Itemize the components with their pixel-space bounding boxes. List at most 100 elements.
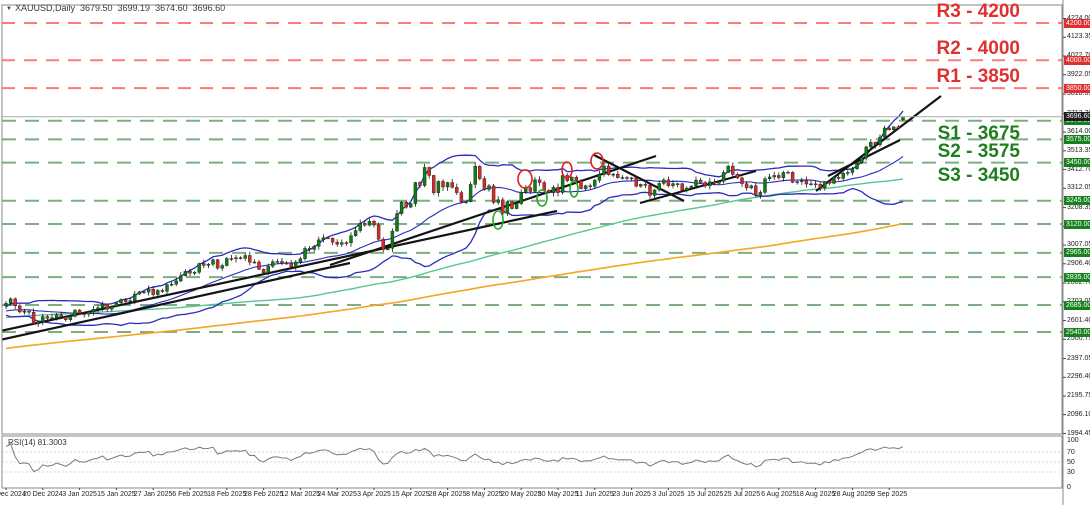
candle-body bbox=[836, 176, 841, 179]
candle-body bbox=[238, 257, 243, 259]
candle-body bbox=[795, 181, 799, 183]
date-tick-label: 24 Mar 2025 bbox=[317, 491, 357, 498]
candle-body bbox=[671, 183, 675, 186]
candle-body bbox=[41, 316, 45, 323]
candle-body bbox=[137, 291, 142, 295]
candle-body bbox=[335, 242, 339, 245]
candle-body bbox=[873, 142, 878, 145]
candle-body bbox=[96, 307, 100, 310]
candle-body bbox=[427, 167, 431, 176]
red-ellipse-annotation[interactable] bbox=[561, 161, 573, 179]
green-ellipse-annotation[interactable] bbox=[536, 189, 548, 207]
candle-body bbox=[59, 314, 63, 318]
candle-body bbox=[634, 177, 638, 187]
candle-body bbox=[464, 201, 468, 203]
candle-body bbox=[721, 172, 726, 182]
candle-body bbox=[225, 258, 229, 266]
candle-body bbox=[363, 223, 367, 226]
rsi-tick-label: 70 bbox=[1067, 448, 1075, 456]
candle-body bbox=[82, 313, 86, 315]
candle-body bbox=[376, 224, 381, 240]
candle-body bbox=[123, 299, 128, 302]
candle-body bbox=[445, 182, 450, 188]
level-price-badge: 3575.00 bbox=[1064, 134, 1090, 144]
candle-body bbox=[243, 255, 247, 259]
price-tick-label: 3312.05 bbox=[1067, 184, 1090, 192]
candle-body bbox=[87, 311, 91, 315]
candle-body bbox=[662, 179, 666, 184]
trendline[interactable] bbox=[0, 209, 558, 332]
rsi-tick-label: 50 bbox=[1067, 458, 1075, 466]
price-tick-label: 2397.05 bbox=[1067, 354, 1090, 362]
red-ellipse-annotation[interactable] bbox=[590, 152, 604, 170]
candle-body bbox=[358, 223, 362, 231]
candle-body bbox=[519, 192, 523, 204]
candle-body bbox=[50, 317, 54, 319]
green-ellipse-annotation[interactable] bbox=[492, 210, 504, 230]
candle-body bbox=[146, 288, 151, 293]
candle-body bbox=[818, 184, 822, 188]
trendline[interactable] bbox=[0, 261, 351, 341]
candle-body bbox=[823, 181, 827, 188]
trendline[interactable] bbox=[593, 154, 685, 202]
date-tick-label: 15 Jan 2025 bbox=[97, 491, 136, 498]
candle-body bbox=[625, 177, 629, 179]
candle-body bbox=[215, 259, 220, 269]
candle-body bbox=[551, 187, 556, 193]
support-label: S3 - 3450 bbox=[937, 164, 1020, 186]
candle-body bbox=[404, 201, 408, 208]
candle-body bbox=[450, 182, 454, 188]
candle-body bbox=[478, 165, 482, 179]
red-ellipse-annotation[interactable] bbox=[517, 169, 533, 189]
candle-body bbox=[169, 283, 174, 286]
date-tick-label: 8 May 2025 bbox=[466, 491, 503, 498]
date-tick-label: 10 Dec 2024 bbox=[0, 491, 26, 498]
symbol-dropdown-arrow-icon[interactable]: ▼ bbox=[6, 6, 12, 12]
price-tick-label: 4224.00 bbox=[1067, 15, 1090, 22]
rsi-tick-label: 30 bbox=[1067, 468, 1075, 476]
trendline[interactable] bbox=[827, 139, 901, 177]
date-tick-label: 9 Sep 2025 bbox=[871, 491, 908, 498]
candle-body bbox=[850, 168, 855, 173]
candle-body bbox=[754, 185, 758, 196]
bollinger-upper-line bbox=[5, 110, 904, 308]
sma200-line bbox=[5, 222, 904, 350]
sma100-line bbox=[5, 178, 904, 319]
candle-body bbox=[128, 300, 132, 302]
candle-body bbox=[537, 179, 542, 183]
level-price-badge: 4000.00 bbox=[1064, 55, 1090, 65]
candle-body bbox=[583, 185, 588, 189]
price-tick-label: 2296.40 bbox=[1067, 373, 1090, 381]
candle-body bbox=[859, 157, 864, 164]
candle-body bbox=[367, 221, 372, 226]
candle-body bbox=[326, 237, 330, 239]
rsi-tick-label: 100 bbox=[1067, 437, 1079, 444]
candle-body bbox=[887, 127, 891, 131]
candle-body bbox=[422, 167, 427, 186]
candle-body bbox=[510, 201, 514, 209]
candle-body bbox=[620, 177, 625, 179]
candle-body bbox=[220, 265, 224, 269]
candle-body bbox=[257, 261, 261, 270]
date-tick-label: 15 Apr 2025 bbox=[391, 491, 430, 498]
date-tick-label: 18 Feb 2025 bbox=[207, 491, 247, 498]
bollinger-lower-line bbox=[5, 187, 904, 327]
candle-body bbox=[413, 182, 418, 204]
candle-body bbox=[685, 187, 689, 191]
candle-body bbox=[13, 298, 17, 306]
candle-body bbox=[731, 165, 735, 175]
candle-body bbox=[468, 184, 473, 202]
candle-body bbox=[110, 306, 114, 310]
date-tick-label: 6 Feb 2025 bbox=[172, 491, 208, 498]
green-ellipse-annotation[interactable] bbox=[569, 180, 579, 198]
price-tick-label: 2601.40 bbox=[1067, 316, 1090, 324]
candle-body bbox=[261, 269, 266, 274]
candle-body bbox=[777, 175, 781, 178]
candle-body bbox=[588, 185, 592, 187]
candle-body bbox=[813, 183, 818, 186]
candle-body bbox=[156, 290, 160, 295]
candle-body bbox=[657, 183, 661, 191]
candle-body bbox=[533, 179, 537, 192]
